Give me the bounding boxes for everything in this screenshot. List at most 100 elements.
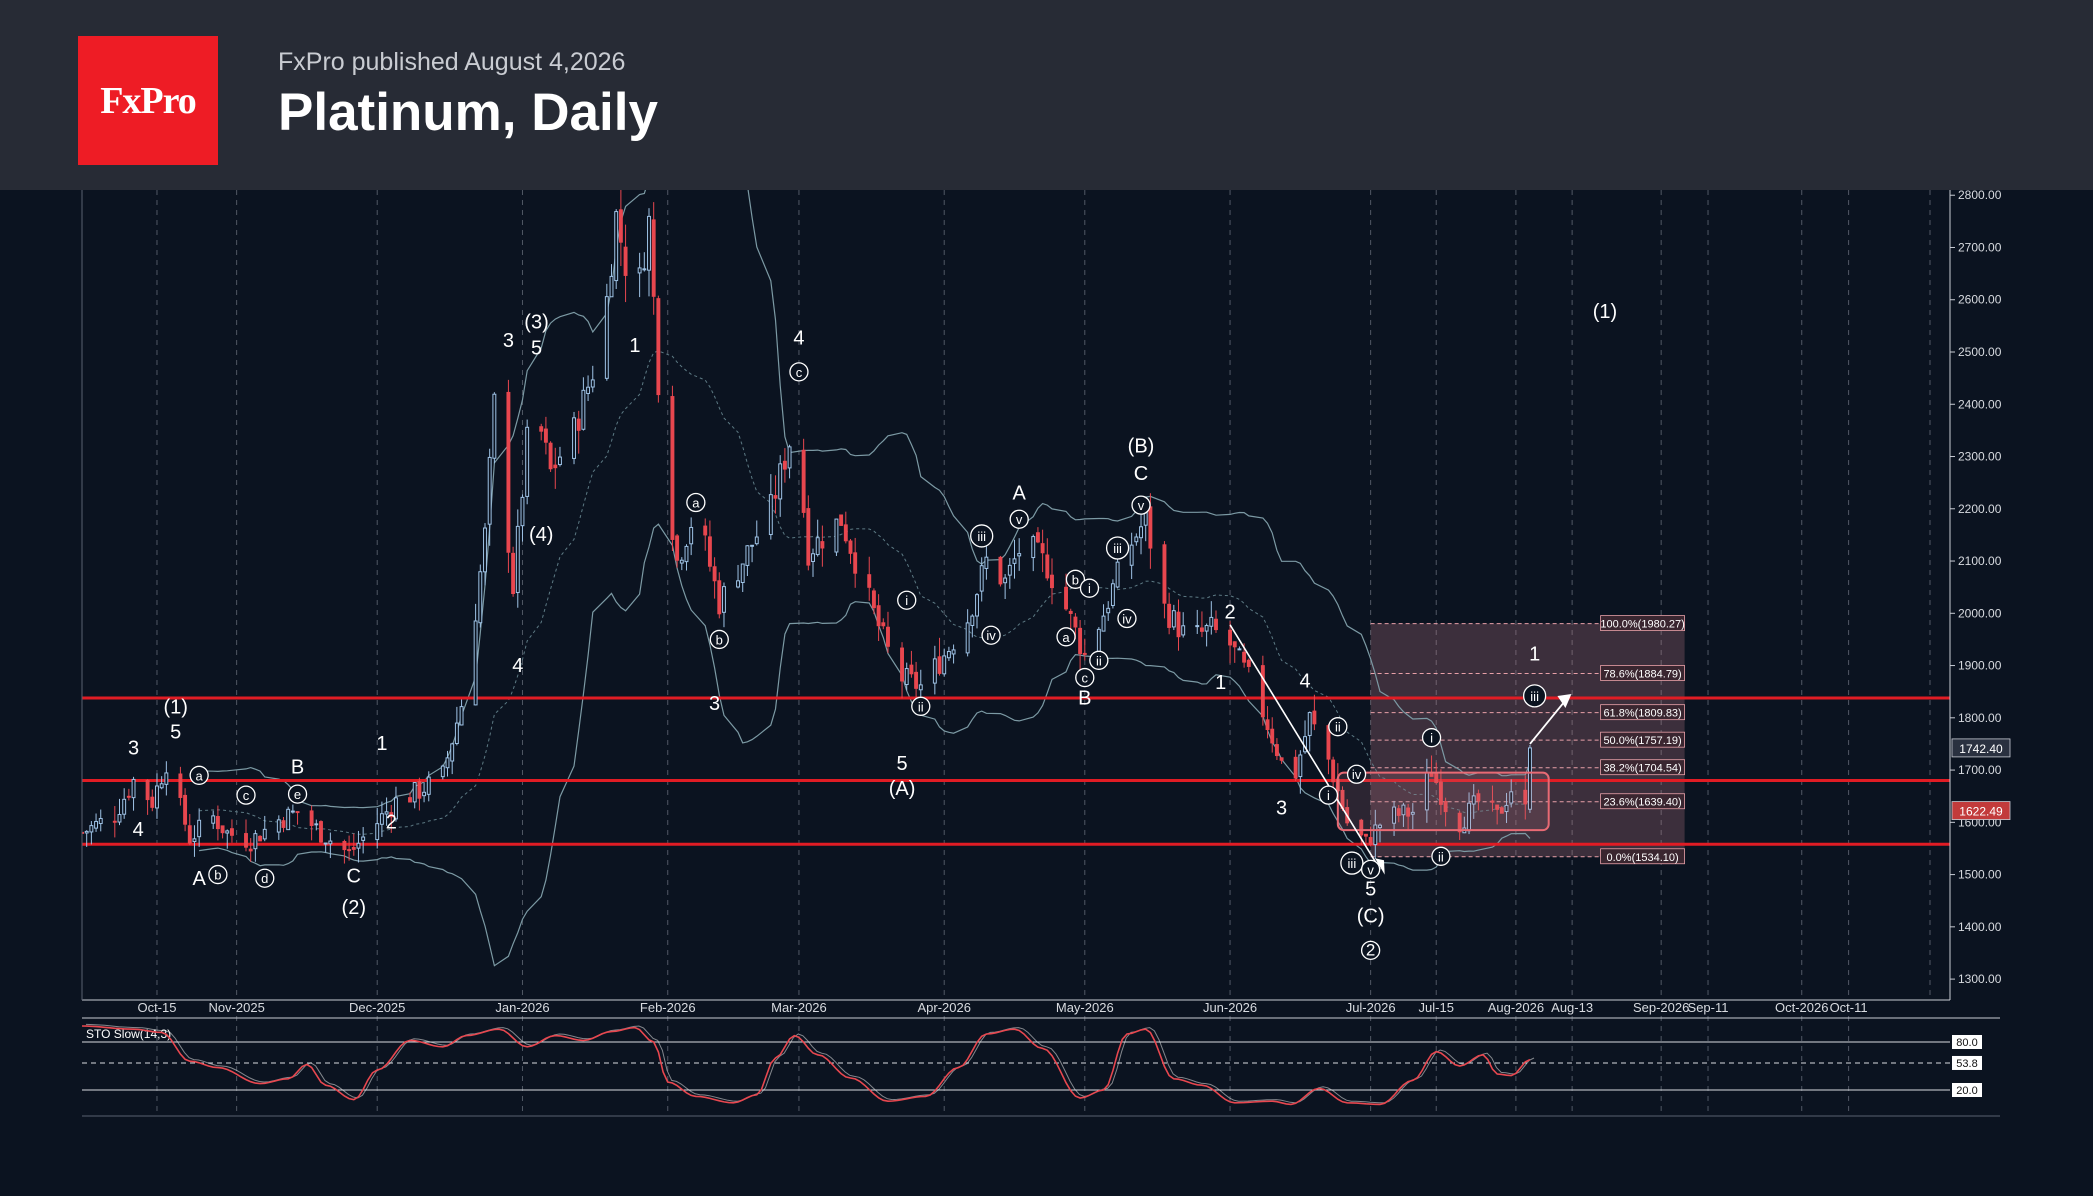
wave-label: 5 bbox=[170, 722, 181, 744]
circled-wave-label: i bbox=[1430, 731, 1433, 746]
candle-body bbox=[548, 442, 553, 470]
circled-wave-marker bbox=[686, 492, 706, 513]
circled-wave-label: c bbox=[796, 365, 803, 380]
candle-body bbox=[670, 396, 675, 540]
y-tick-label: 2200.00 bbox=[1958, 502, 2002, 516]
y-tick-label: 1800.00 bbox=[1958, 711, 2002, 725]
wave-label: 3 bbox=[503, 330, 514, 352]
candle-body bbox=[773, 495, 778, 499]
candle-body bbox=[1368, 837, 1373, 846]
circled-wave-label: iv bbox=[1352, 767, 1362, 782]
candle-body bbox=[1265, 719, 1270, 731]
x-tick-label: Jul-2026 bbox=[1346, 1000, 1396, 1015]
wave-label: C bbox=[347, 865, 361, 887]
circled-wave-marker bbox=[287, 784, 308, 804]
candle-body bbox=[122, 798, 127, 815]
wave-label: (B) bbox=[1128, 435, 1155, 457]
candle-body bbox=[703, 525, 708, 536]
candle-body bbox=[290, 810, 295, 813]
candle-body bbox=[422, 791, 427, 797]
price-tag bbox=[1951, 801, 2011, 820]
candle-body bbox=[572, 417, 576, 459]
candle-body bbox=[679, 559, 684, 564]
wave-label: (A) bbox=[889, 778, 916, 800]
candle-body bbox=[1490, 800, 1495, 803]
candle-body bbox=[417, 781, 422, 799]
circled-wave-marker bbox=[1009, 509, 1029, 529]
wave-label: (2) bbox=[342, 897, 366, 919]
x-tick-label: Oct-15 bbox=[137, 1000, 176, 1015]
candle-body bbox=[951, 649, 956, 655]
candle-body bbox=[1307, 712, 1312, 736]
y-tick-label: 2300.00 bbox=[1958, 450, 2002, 464]
candle-body bbox=[1392, 806, 1397, 824]
candle-body bbox=[740, 563, 745, 584]
candle-body bbox=[1040, 543, 1045, 554]
circled-wave-label: b bbox=[716, 632, 723, 647]
y-tick-label: 2400.00 bbox=[1958, 397, 2002, 411]
circled-wave-marker bbox=[236, 785, 256, 805]
candle-body bbox=[1139, 526, 1143, 539]
candle-body bbox=[1035, 532, 1040, 543]
candle-body bbox=[900, 647, 904, 682]
candle-body bbox=[871, 590, 876, 609]
circled-wave-marker bbox=[1431, 846, 1451, 866]
candle-body bbox=[1195, 625, 1200, 628]
price-tag-label: 1622.49 bbox=[1959, 805, 2003, 819]
candle-body bbox=[426, 776, 431, 795]
candle-body bbox=[946, 651, 951, 659]
circled-wave-label: iv bbox=[1122, 612, 1132, 627]
candle-body bbox=[675, 535, 680, 561]
candle-body bbox=[1110, 583, 1115, 606]
projection-arrow-head bbox=[1557, 693, 1572, 708]
fib-level-label: 61.8%(1809.83) bbox=[1603, 708, 1681, 720]
bollinger-lower bbox=[199, 523, 1531, 967]
candle-body bbox=[1012, 558, 1017, 564]
candle-body bbox=[511, 552, 516, 594]
candle-body bbox=[351, 847, 356, 850]
candle-body bbox=[581, 389, 586, 430]
candle-body bbox=[623, 246, 628, 276]
candle-body bbox=[656, 298, 661, 396]
bollinger-upper bbox=[199, 190, 1531, 809]
x-tick-label: Oct-2026 bbox=[1775, 1000, 1828, 1015]
candle-body bbox=[1176, 611, 1181, 638]
wave-label: 5 bbox=[531, 338, 542, 360]
stochastic-signal-line bbox=[85, 1023, 1535, 1104]
candle-body bbox=[454, 722, 459, 745]
header-bar: FxPro FxPro published August 4,2026 Plat… bbox=[0, 0, 2093, 190]
candle-body bbox=[909, 664, 914, 675]
fib-level-label: 50.0%(1757.19) bbox=[1603, 735, 1681, 747]
candle-body bbox=[258, 835, 263, 842]
wave-label: 4 bbox=[793, 328, 804, 350]
candle-body bbox=[347, 849, 352, 852]
y-tick-label: 2100.00 bbox=[1958, 554, 2002, 568]
candle-body bbox=[1167, 603, 1172, 628]
candle-body bbox=[1359, 819, 1364, 836]
candle-body bbox=[197, 819, 202, 838]
wave-trend-line bbox=[1229, 624, 1381, 870]
candle-body bbox=[1331, 759, 1336, 783]
circled-wave-label: i bbox=[905, 593, 908, 608]
candle-body bbox=[328, 840, 333, 845]
publish-subtitle: FxPro published August 4,2026 bbox=[278, 48, 626, 76]
projection-arrow-line bbox=[1529, 697, 1569, 745]
candle-body bbox=[487, 456, 492, 525]
circled-wave-marker bbox=[1340, 851, 1364, 875]
candle-body bbox=[1260, 665, 1265, 718]
candle-body bbox=[309, 810, 314, 826]
wave-label: B bbox=[1078, 688, 1091, 710]
circled-wave-marker bbox=[1056, 627, 1076, 647]
candle-body bbox=[787, 446, 792, 469]
candle-body bbox=[604, 296, 609, 379]
candle-body bbox=[276, 819, 281, 833]
candle-body bbox=[1068, 610, 1073, 614]
candle-body bbox=[886, 626, 890, 647]
candle-body bbox=[1134, 536, 1139, 543]
candle-body bbox=[984, 556, 989, 569]
circled-wave-label: a bbox=[692, 496, 700, 511]
candle-body bbox=[215, 816, 220, 830]
circled-wave-marker bbox=[897, 590, 917, 610]
candle-body bbox=[1274, 744, 1279, 757]
fib-level-label: 38.2%(1704.54) bbox=[1603, 763, 1681, 775]
